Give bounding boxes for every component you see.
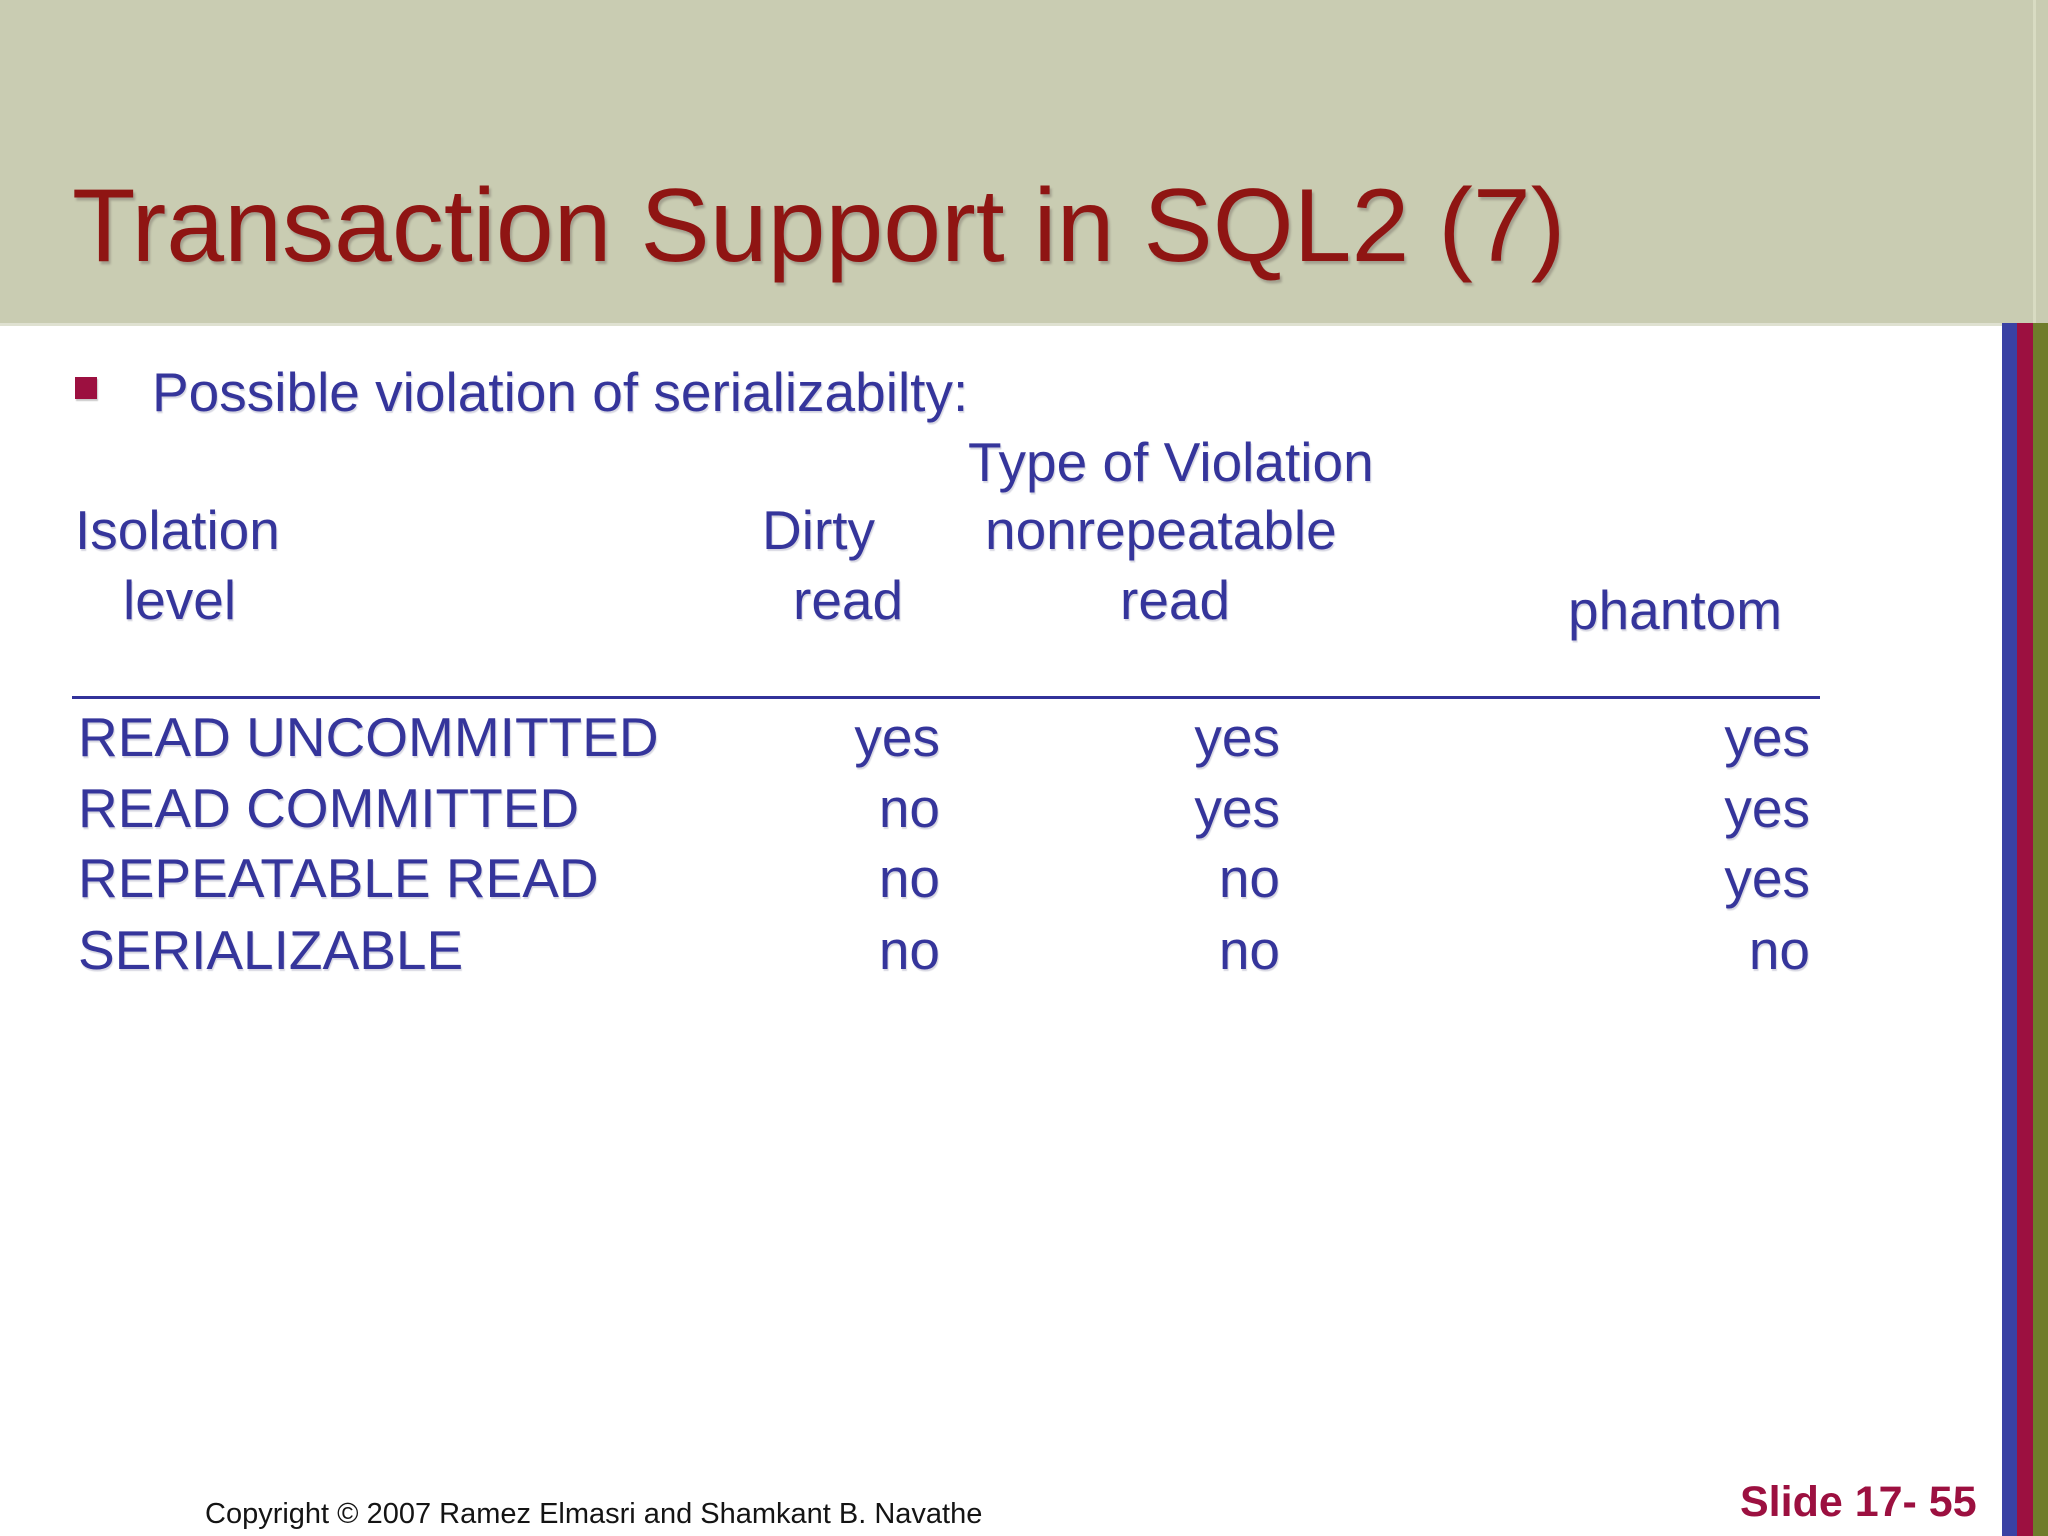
right-stripe-crimson [2017, 323, 2033, 1536]
dirty-read-cell: no [878, 919, 940, 981]
right-stripe-olive [2033, 323, 2048, 1536]
column-header-phantom: phantom [1568, 579, 1783, 641]
isolation-level-cell: READ UNCOMMITTED [78, 706, 659, 768]
isolation-level-cell: SERIALIZABLE [78, 919, 464, 981]
copyright-text: Copyright © 2007 Ramez Elmasri and Shamk… [205, 1498, 983, 1530]
table-row: SERIALIZABLE no no no [0, 923, 2048, 993]
bullet-text: Possible violation of serializabilty: [152, 361, 969, 423]
nonrepeatable-read-cell: no [1218, 919, 1280, 981]
phantom-cell: yes [1724, 777, 1810, 839]
phantom-cell: yes [1724, 847, 1810, 909]
table-header-rule [72, 696, 1820, 699]
phantom-cell: yes [1724, 706, 1810, 768]
column-header-dirty: Dirty [762, 499, 876, 561]
column-header-nonrepeatable-read: read [1120, 569, 1231, 631]
dirty-read-cell: no [878, 777, 940, 839]
column-header-nonrepeatable: nonrepeatable [985, 499, 1337, 561]
bullet-marker-icon [75, 377, 97, 399]
table-row: READ UNCOMMITTED yes yes yes [0, 710, 2048, 780]
phantom-cell: no [1748, 919, 1810, 981]
band-divider-line [2033, 0, 2036, 323]
table-row: REPEATABLE READ no no yes [0, 851, 2048, 921]
header-band: Transaction Support in SQL2 (7) [0, 0, 2048, 326]
nonrepeatable-read-cell: no [1218, 847, 1280, 909]
column-header-dirty-read: read [793, 569, 904, 631]
dirty-read-cell: yes [854, 706, 940, 768]
isolation-level-cell: REPEATABLE READ [78, 847, 599, 909]
slide-title: Transaction Support in SQL2 (7) [72, 168, 1566, 284]
table-row: READ COMMITTED no yes yes [0, 781, 2048, 851]
column-header-level: level [123, 569, 237, 631]
slide-number: Slide 17- 55 [1740, 1478, 1977, 1526]
column-header-isolation: Isolation [75, 499, 280, 561]
nonrepeatable-read-cell: yes [1194, 777, 1280, 839]
nonrepeatable-read-cell: yes [1194, 706, 1280, 768]
dirty-read-cell: no [878, 847, 940, 909]
isolation-level-cell: READ COMMITTED [78, 777, 580, 839]
table-group-header: Type of Violation [968, 431, 1374, 493]
right-stripe-blue [2002, 323, 2017, 1536]
